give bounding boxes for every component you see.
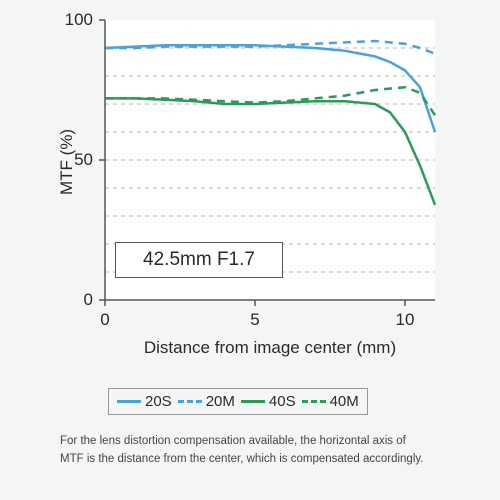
legend-label: 20S: [145, 393, 172, 410]
legend: 20S 20M 40S 40M: [108, 388, 368, 415]
lens-annotation: 42.5mm F1.7: [115, 242, 283, 278]
x-tick: 5: [250, 310, 259, 330]
legend-label: 40S: [269, 393, 296, 410]
legend-line-icon: [241, 400, 265, 403]
x-tick: 10: [396, 310, 415, 330]
legend-item-s40S: 40S: [241, 393, 296, 410]
legend-item-s20M: 20M: [178, 393, 235, 410]
legend-line-icon: [178, 400, 202, 403]
legend-item-s40M: 40M: [302, 393, 359, 410]
footnote-line1: For the lens distortion compensation ava…: [60, 435, 406, 447]
y-tick: 50: [74, 150, 93, 170]
legend-item-s20S: 20S: [117, 393, 172, 410]
footnote-line2: MTF is the distance from the center, whi…: [60, 453, 423, 465]
legend-line-icon: [117, 400, 141, 403]
legend-line-icon: [302, 400, 326, 403]
x-tick: 0: [100, 310, 109, 330]
x-axis-label: Distance from image center (mm): [105, 338, 435, 358]
legend-label: 40M: [330, 393, 359, 410]
legend-label: 20M: [206, 393, 235, 410]
footnote: For the lens distortion compensation ava…: [60, 432, 423, 469]
y-tick: 100: [65, 10, 93, 30]
y-tick: 0: [84, 290, 93, 310]
